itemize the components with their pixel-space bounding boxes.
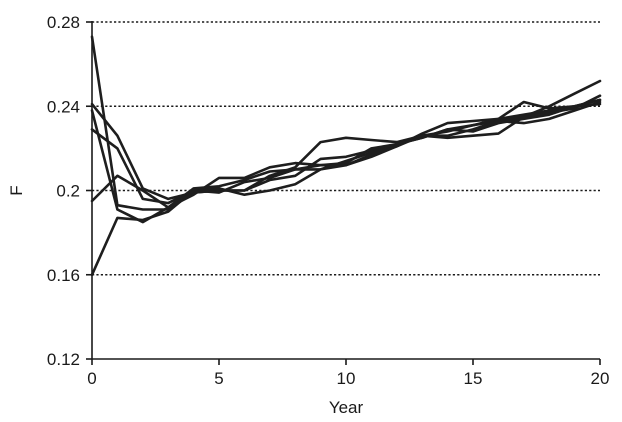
- x-tick-label-1: 5: [214, 369, 223, 388]
- series-line-3: [90, 102, 602, 205]
- y-tick-label-0: 0.12: [47, 350, 80, 369]
- y-tick-label-4: 0.28: [47, 13, 80, 32]
- x-axis-title: Year: [329, 398, 364, 417]
- x-tick-label-0: 0: [87, 369, 96, 388]
- series-line-2: [90, 94, 602, 201]
- series-line-6: [90, 98, 602, 224]
- y-tick-label-1: 0.16: [47, 266, 80, 285]
- y-tick-label-2: 0.2: [56, 182, 80, 201]
- x-tick-label-2: 10: [337, 369, 356, 388]
- series-lines: [90, 35, 602, 277]
- y-tick-label-3: 0.24: [47, 97, 80, 116]
- x-tick-label-3: 15: [464, 369, 483, 388]
- series-line-5: [90, 100, 602, 277]
- x-tick-label-4: 20: [591, 369, 610, 388]
- gridlines: [92, 21, 600, 276]
- tick-marks: [86, 21, 601, 365]
- tick-labels: 0.12 0.16 0.2 0.24 0.28 0 5 10 15 20: [47, 13, 610, 388]
- y-axis-title: F: [7, 185, 26, 195]
